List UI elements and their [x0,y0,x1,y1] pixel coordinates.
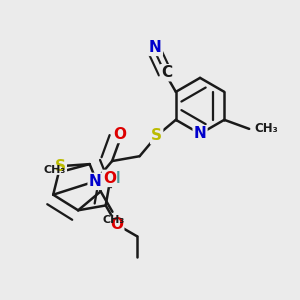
Text: N: N [149,40,162,55]
Text: S: S [55,159,66,174]
Text: O: O [114,127,127,142]
Text: O: O [110,217,123,232]
Text: S: S [151,128,162,143]
Text: CH₃: CH₃ [43,165,65,175]
Text: N: N [89,174,101,189]
Text: N: N [194,126,206,141]
Text: C: C [161,65,172,80]
Text: H: H [107,171,120,186]
Text: CH₃: CH₃ [103,215,125,225]
Text: O: O [103,171,116,186]
Text: CH₃: CH₃ [254,122,278,135]
